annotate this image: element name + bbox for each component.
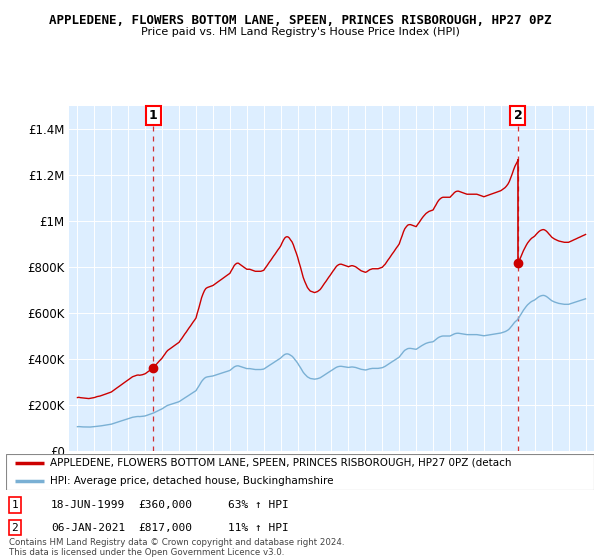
Text: APPLEDENE, FLOWERS BOTTOM LANE, SPEEN, PRINCES RISBOROUGH, HP27 0PZ: APPLEDENE, FLOWERS BOTTOM LANE, SPEEN, P…: [49, 14, 551, 27]
Text: 11% ↑ HPI: 11% ↑ HPI: [228, 522, 289, 533]
Text: £360,000: £360,000: [138, 500, 192, 510]
Text: 06-JAN-2021: 06-JAN-2021: [51, 522, 125, 533]
Text: 2: 2: [514, 109, 523, 122]
Text: 1: 1: [11, 500, 19, 510]
Text: 63% ↑ HPI: 63% ↑ HPI: [228, 500, 289, 510]
Text: APPLEDENE, FLOWERS BOTTOM LANE, SPEEN, PRINCES RISBOROUGH, HP27 0PZ (detach: APPLEDENE, FLOWERS BOTTOM LANE, SPEEN, P…: [50, 458, 512, 468]
Text: HPI: Average price, detached house, Buckinghamshire: HPI: Average price, detached house, Buck…: [50, 476, 334, 486]
Text: Price paid vs. HM Land Registry's House Price Index (HPI): Price paid vs. HM Land Registry's House …: [140, 27, 460, 37]
Text: 1: 1: [149, 109, 157, 122]
Text: 18-JUN-1999: 18-JUN-1999: [51, 500, 125, 510]
Text: Contains HM Land Registry data © Crown copyright and database right 2024.
This d: Contains HM Land Registry data © Crown c…: [9, 538, 344, 557]
Text: 2: 2: [11, 522, 19, 533]
Text: £817,000: £817,000: [138, 522, 192, 533]
